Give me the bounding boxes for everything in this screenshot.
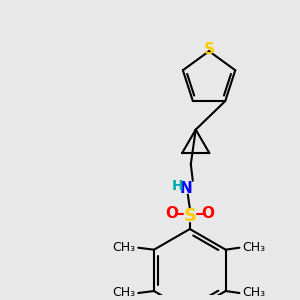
Text: CH₃: CH₃	[242, 286, 266, 299]
Text: O: O	[166, 206, 178, 221]
Text: S: S	[183, 207, 196, 225]
Text: CH₃: CH₃	[242, 241, 266, 254]
Text: O: O	[201, 206, 214, 221]
Text: H: H	[172, 179, 184, 193]
Text: CH₃: CH₃	[112, 241, 135, 254]
Text: S: S	[204, 42, 214, 57]
Text: CH₃: CH₃	[112, 286, 135, 299]
Text: N: N	[179, 181, 192, 196]
